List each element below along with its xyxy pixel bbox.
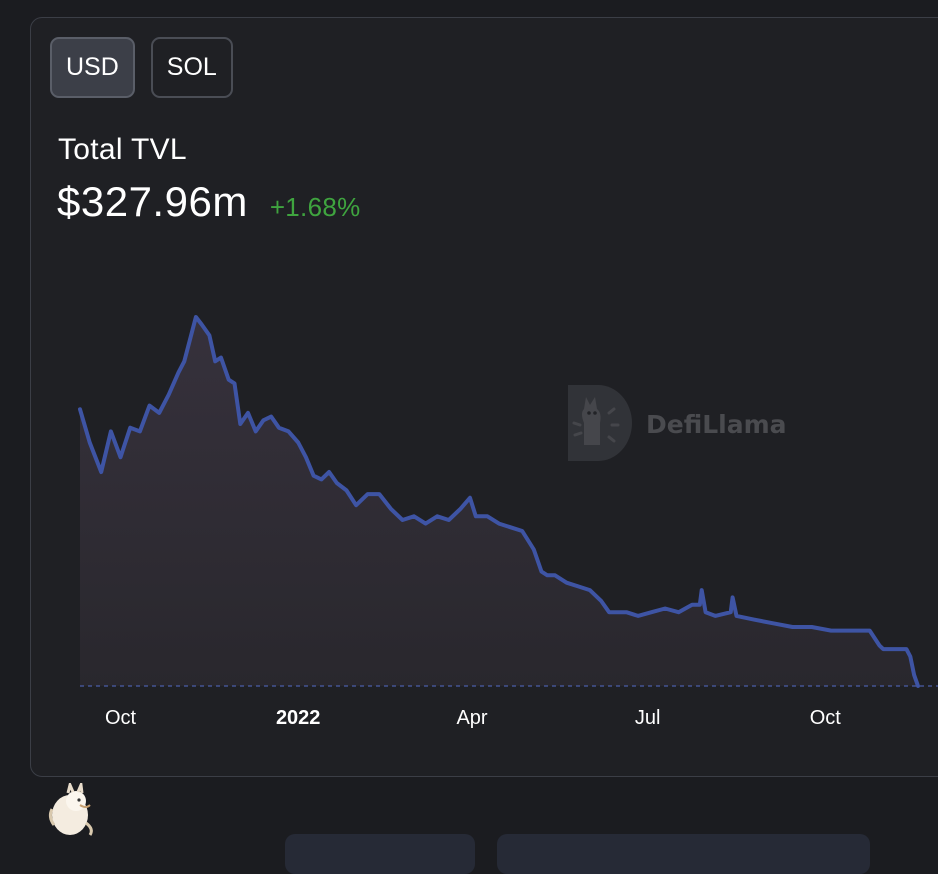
sol-button[interactable]: SOL [150,37,233,98]
avatar[interactable] [46,779,98,844]
series-area-0 [80,317,918,686]
x-tick-label: Apr [456,707,487,729]
tvl-value: $327.96m [57,178,248,225]
x-tick-label: Jul [635,707,661,729]
defillama-watermark: DefiLlama [562,383,787,465]
watermark-brand: DefiLlama [646,409,787,439]
x-tick-label: Oct [105,707,137,729]
x-tick-label: Oct [810,707,842,729]
llama-logo-icon [568,385,632,461]
bottom-tab-left[interactable] [285,834,475,874]
tvl-chart: Oct 2022 Apr Jul Oct [78,315,938,729]
denomination-toggle: USD SOL [50,37,233,98]
tvl-summary: $327.96m +1.68% [57,178,361,226]
tvl-change: +1.68% [269,192,361,222]
x-tick-label: 2022 [276,707,321,729]
series-line-0 [78,315,920,688]
tvl-label: Total TVL [58,133,187,166]
usd-button[interactable]: USD [50,37,135,98]
llama-avatar-icon [48,779,93,836]
bottom-tab-right[interactable] [497,834,870,874]
